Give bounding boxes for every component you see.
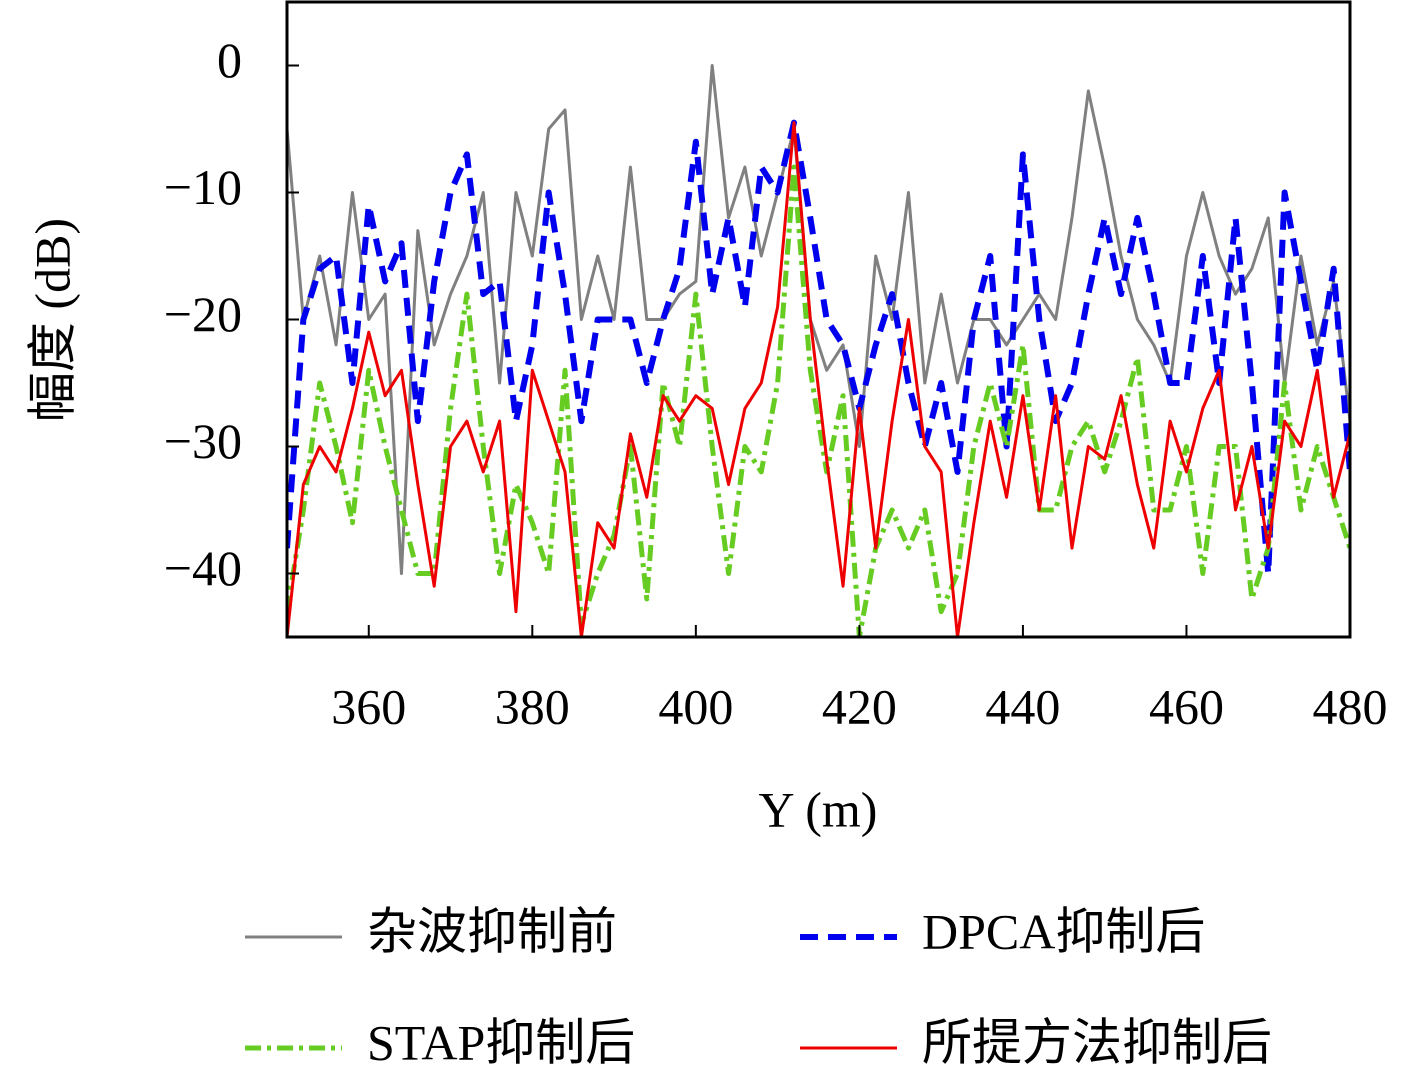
legend-label: 所提方法抑制后: [922, 1014, 1272, 1070]
x-tick-label: 480: [1313, 678, 1388, 734]
x-tick-label: 380: [495, 678, 570, 734]
series-line: [287, 119, 1350, 577]
legend-label: STAP抑制后: [367, 1014, 635, 1070]
y-tick-label: −30: [164, 413, 242, 469]
x-tick-label: 420: [822, 678, 897, 734]
y-tick-label: −10: [164, 159, 242, 215]
x-tick-label: 400: [658, 678, 733, 734]
series-line: [287, 121, 1350, 637]
y-tick-label: −20: [164, 286, 242, 342]
x-tick-label: 360: [331, 678, 406, 734]
x-axis-label: Y (m): [759, 781, 878, 837]
plot-frame: [285, 0, 1352, 639]
y-tick-label: 0: [217, 32, 242, 88]
plot-lines: [287, 64, 1350, 637]
x-tick-label: 460: [1149, 678, 1224, 734]
series-line: [287, 64, 1350, 575]
legend-label: DPCA抑制后: [922, 903, 1205, 959]
y-tick-label: −40: [164, 540, 242, 596]
legend-label: 杂波抑制前: [367, 903, 617, 959]
series-line: [287, 164, 1350, 637]
x-tick-label: 440: [985, 678, 1060, 734]
y-axis-label: 幅度 (dB): [24, 218, 80, 422]
